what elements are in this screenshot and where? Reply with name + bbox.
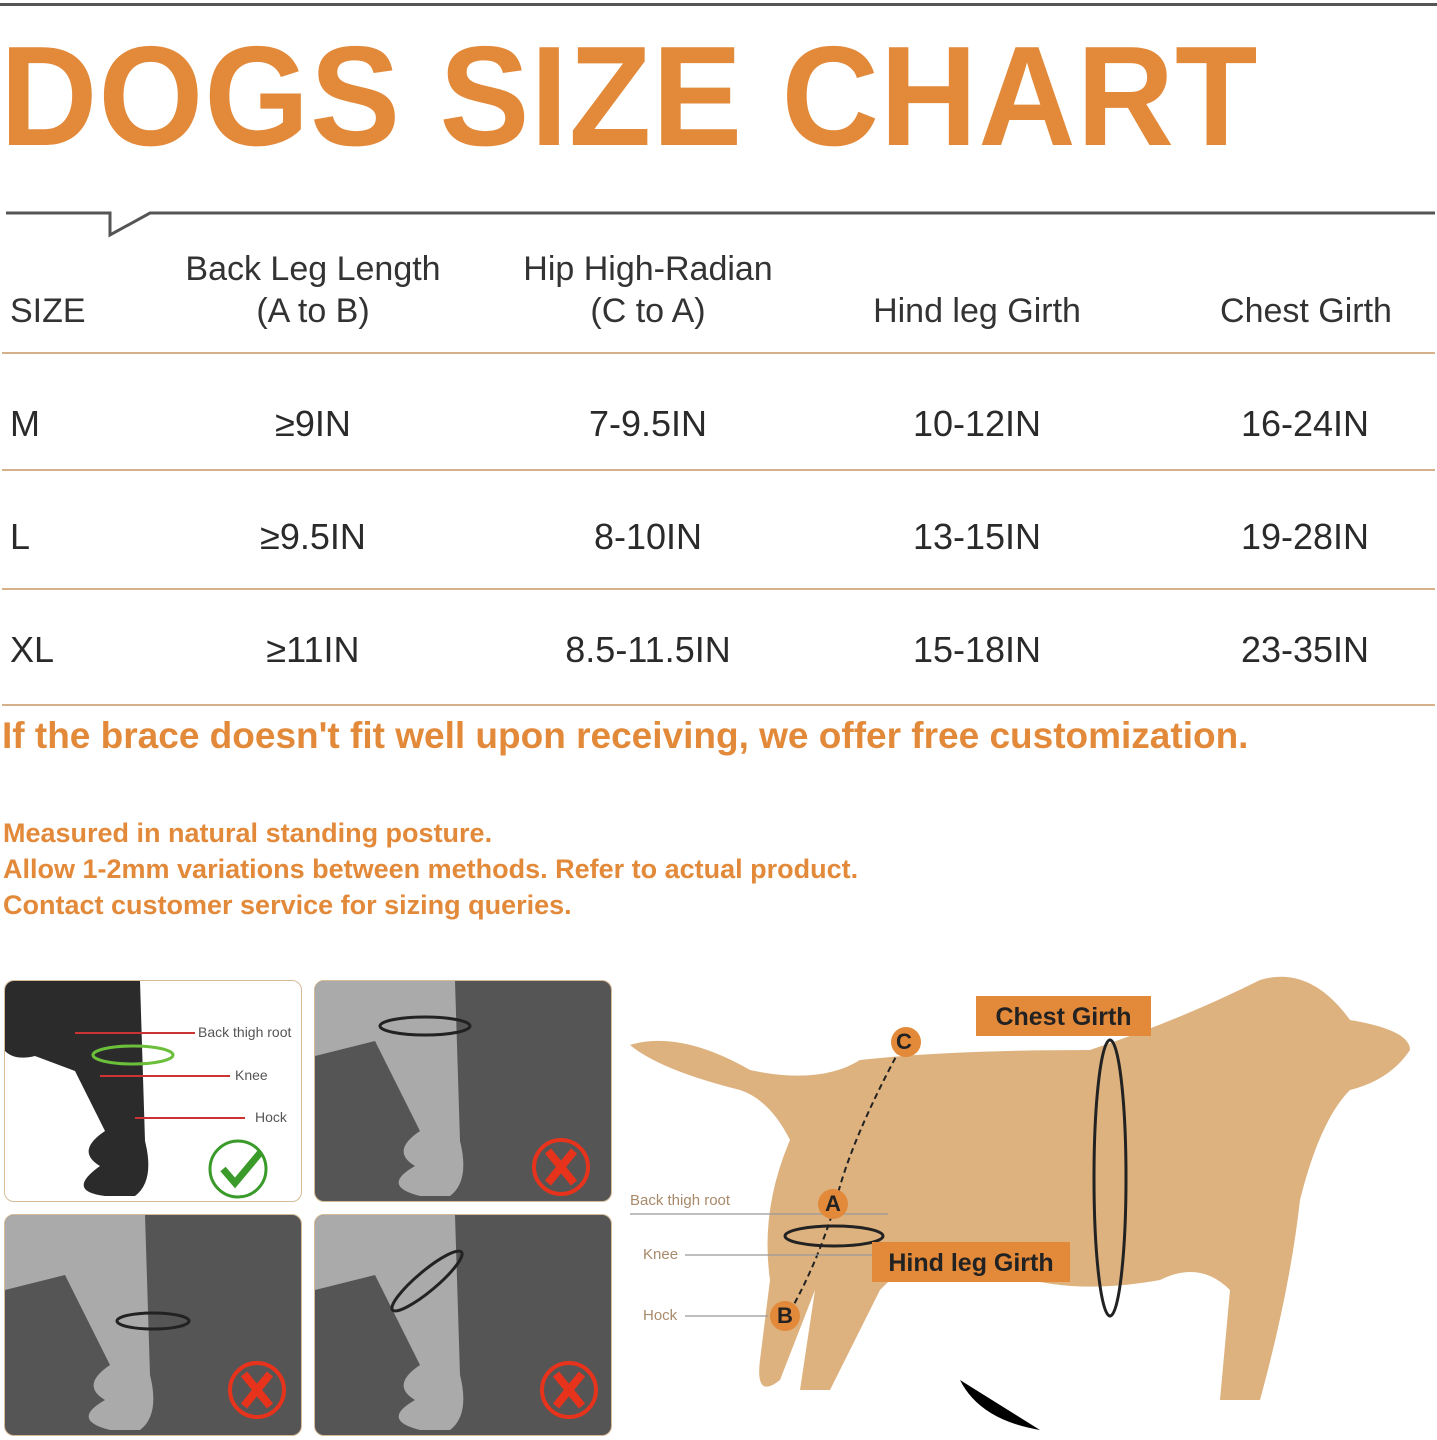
note-line: Allow 1-2mm variations between methods. … <box>3 854 859 884</box>
header-size: SIZE <box>10 292 86 330</box>
cell: 8.5-11.5IN <box>565 629 731 670</box>
table-rule <box>2 469 1435 471</box>
note-line: Contact customer service for sizing quer… <box>3 890 572 920</box>
cell: 7-9.5IN <box>588 403 708 444</box>
side-label-knee: Knee <box>643 1246 679 1263</box>
point-b-label: B <box>777 1303 793 1328</box>
leg-illustration <box>315 981 590 1196</box>
x-icon <box>228 1361 286 1419</box>
cell: ≥9IN <box>275 403 351 444</box>
label-hock: Hock <box>255 1109 287 1125</box>
header-hip-high-radian: Hip High-Radian (C to A) <box>488 248 808 332</box>
header-line: (C to A) <box>590 292 706 330</box>
table-rule <box>2 704 1435 706</box>
dog-illustration <box>630 976 1410 1430</box>
point-c-icon <box>891 1027 921 1057</box>
cell: ≥11IN <box>266 629 360 670</box>
cell: 23-35IN <box>1240 629 1370 670</box>
label-knee: Knee <box>235 1067 268 1083</box>
x-icon <box>532 1138 590 1196</box>
header-hind-leg-girth: Hind leg Girth <box>873 292 1081 330</box>
leg-panel-incorrect <box>4 1214 302 1436</box>
header-back-leg-length: Back Leg Length (A to B) <box>153 248 473 332</box>
cell: 13-15IN <box>912 516 1042 557</box>
top-divider <box>0 3 1437 6</box>
leg-illustration <box>315 1215 598 1430</box>
cell-size: M <box>10 403 40 444</box>
leg-illustration <box>5 1215 286 1430</box>
side-label-back-thigh-root: Back thigh root <box>630 1192 731 1209</box>
cell-size: XL <box>10 629 55 670</box>
cell: ≥9.5IN <box>260 516 366 557</box>
cell: 19-28IN <box>1240 516 1370 557</box>
leg-panel-incorrect <box>314 980 612 1202</box>
customization-note: If the brace doesn't fit well upon recei… <box>2 715 1249 756</box>
header-line: (A to B) <box>256 292 370 330</box>
page-title: DOGS SIZE CHART <box>0 17 1259 176</box>
cell: 15-18IN <box>912 629 1042 670</box>
cell: 16-24IN <box>1240 403 1370 444</box>
table-rule <box>2 352 1435 354</box>
cell: 8-10IN <box>593 516 703 557</box>
check-icon <box>208 1139 268 1199</box>
leg-panel-incorrect <box>314 1214 612 1436</box>
x-icon <box>540 1361 598 1419</box>
speech-bubble-divider <box>6 211 1435 238</box>
side-label-hock: Hock <box>643 1307 678 1324</box>
point-c-label: C <box>896 1029 912 1054</box>
header-line: Hip High-Radian <box>523 250 773 288</box>
header-chest-girth: Chest Girth <box>1220 292 1392 330</box>
cell: 10-12IN <box>912 403 1042 444</box>
point-a-icon <box>818 1189 848 1219</box>
label-back-thigh-root: Back thigh root <box>198 1024 292 1040</box>
hind-leg-girth-label: Hind leg Girth <box>872 1242 1070 1282</box>
point-b-icon <box>770 1301 800 1331</box>
chest-girth-label: Chest Girth <box>976 996 1151 1036</box>
point-a-label: A <box>825 1191 841 1216</box>
leg-illustration <box>5 981 268 1199</box>
leg-panel-correct: Back thigh root Knee Hock <box>4 980 302 1202</box>
note-line: Measured in natural standing posture. <box>3 818 493 848</box>
header-line: Back Leg Length <box>185 250 441 288</box>
table-rule <box>2 588 1435 590</box>
cell-size: L <box>10 516 31 557</box>
